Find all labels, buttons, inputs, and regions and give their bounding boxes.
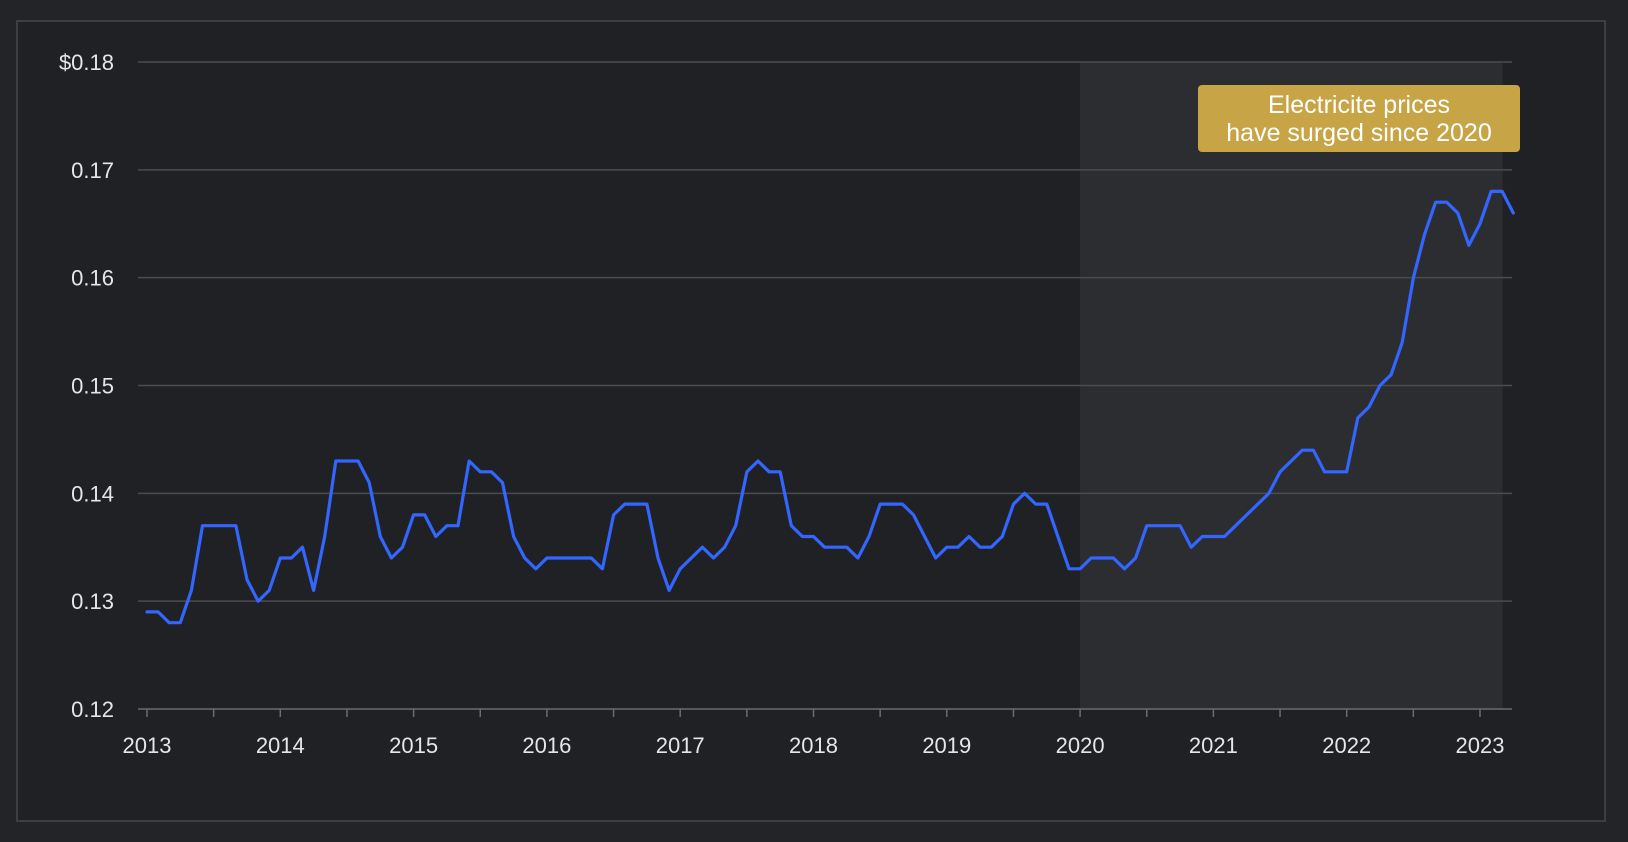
annotation-line-1: Electricite prices: [1268, 90, 1450, 119]
x-tick-label: 2015: [389, 733, 438, 758]
x-ticks: 2013 2014 2015 2016 2017 2018 2019 2020 2021 2022…: [123, 709, 1505, 758]
x-tick-label: 2022: [1322, 733, 1371, 758]
y-tick-label: 0.15: [71, 374, 114, 399]
x-tick-label: 2023: [1456, 733, 1505, 758]
annotation-line-2: have surged since 2020: [1226, 118, 1492, 147]
x-tick-label: 2018: [789, 733, 838, 758]
y-tick-label: 0.13: [71, 589, 114, 614]
y-tick-label: 0.12: [71, 697, 114, 722]
series-line-electricity-price: [145, 189, 1515, 625]
y-tick-label: 0.14: [71, 481, 114, 506]
line-chart: 0.120.130.140.150.160.17$0.18 2013 2014 20…: [59, 50, 1515, 758]
x-tick-label: 2017: [656, 733, 705, 758]
x-tick-label: 2020: [1056, 733, 1105, 758]
y-tick-label: $0.18: [59, 50, 114, 75]
y-tick-labels: 0.12 0.13 0.14 0.15 0.16 0.17 $0.18: [59, 50, 114, 722]
x-tick-label: 2014: [256, 733, 305, 758]
y-grid-lines: [138, 61, 1512, 602]
annotation-box: Electricite prices have surged since 202…: [1198, 85, 1520, 152]
x-tick-label: 2013: [123, 733, 172, 758]
y-tick-label: 0.16: [71, 266, 114, 291]
chart-frame: 0.12 0.13 0.14 0.15 0.16 0.17 $0.18 2013 2014 20…: [16, 20, 1606, 822]
x-tick-label: 2021: [1189, 733, 1238, 758]
x-tick-label: 2019: [922, 733, 971, 758]
x-tick-label: 2016: [522, 733, 571, 758]
y-tick-label: 0.17: [71, 158, 114, 183]
